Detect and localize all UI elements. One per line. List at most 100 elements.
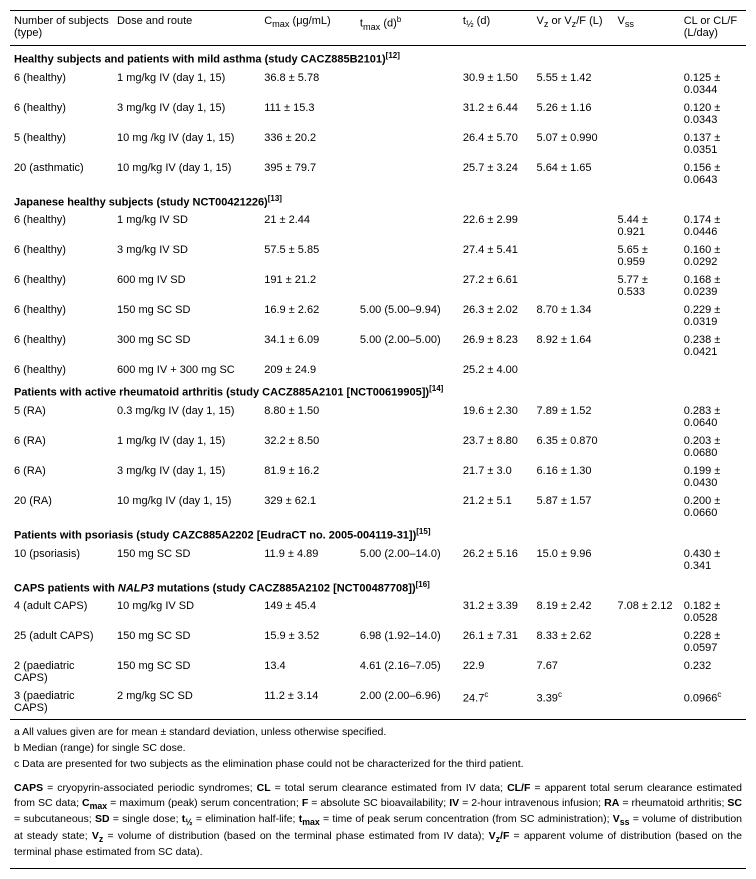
cell	[613, 301, 679, 331]
cell: 6 (RA)	[10, 432, 113, 462]
table-row: 20 (RA)10 mg/kg IV (day 1, 15)329 ± 62.1…	[10, 492, 746, 522]
cell: 0.156 ± 0.0643	[680, 159, 746, 189]
cell: 10 mg/kg IV SD	[113, 597, 260, 627]
cell: 3.39c	[533, 687, 614, 720]
section-title-row: Patients with psoriasis (study CAZC885A2…	[10, 522, 746, 545]
cell: 0.137 ± 0.0351	[680, 129, 746, 159]
cell: 6 (RA)	[10, 462, 113, 492]
table-row: 6 (healthy)600 mg IV SD191 ± 21.227.2 ± …	[10, 271, 746, 301]
cell: 3 mg/kg IV (day 1, 15)	[113, 462, 260, 492]
cell	[533, 361, 614, 379]
cell: 21.7 ± 3.0	[459, 462, 533, 492]
cell: 6 (healthy)	[10, 241, 113, 271]
cell: 20 (RA)	[10, 492, 113, 522]
cell: 0.283 ± 0.0640	[680, 402, 746, 432]
cell: 5.64 ± 1.65	[533, 159, 614, 189]
table-row: 5 (healthy)10 mg /kg IV (day 1, 15)336 ±…	[10, 129, 746, 159]
cell: 4.61 (2.16–7.05)	[356, 657, 459, 687]
cell: 1 mg/kg IV (day 1, 15)	[113, 69, 260, 99]
cell: 600 mg IV SD	[113, 271, 260, 301]
cell: 15.0 ± 9.96	[533, 545, 614, 575]
cell: 6 (healthy)	[10, 271, 113, 301]
cell: 6 (healthy)	[10, 211, 113, 241]
cell: 149 ± 45.4	[260, 597, 356, 627]
cell: 150 mg SC SD	[113, 627, 260, 657]
cell: 6 (healthy)	[10, 99, 113, 129]
cell: 30.9 ± 1.50	[459, 69, 533, 99]
cell: 26.3 ± 2.02	[459, 301, 533, 331]
cell	[613, 402, 679, 432]
col-header-5: Vz or Vz/F (L)	[533, 11, 614, 46]
cell	[613, 657, 679, 687]
cell: 4 (adult CAPS)	[10, 597, 113, 627]
cell: 6 (healthy)	[10, 69, 113, 99]
cell: 8.33 ± 2.62	[533, 627, 614, 657]
cell: 8.80 ± 1.50	[260, 402, 356, 432]
cell	[613, 159, 679, 189]
cell	[356, 402, 459, 432]
cell	[356, 462, 459, 492]
section-title: CAPS patients with NALP3 mutations (stud…	[10, 575, 746, 598]
cell: 0.232	[680, 657, 746, 687]
cell: 22.6 ± 2.99	[459, 211, 533, 241]
cell	[533, 211, 614, 241]
cell: 11.9 ± 4.89	[260, 545, 356, 575]
cell: 5.00 (2.00–5.00)	[356, 331, 459, 361]
cell: 36.8 ± 5.78	[260, 69, 356, 99]
cell: 26.4 ± 5.70	[459, 129, 533, 159]
cell: 13.4	[260, 657, 356, 687]
cell: 0.3 mg/kg IV (day 1, 15)	[113, 402, 260, 432]
col-header-1: Dose and route	[113, 11, 260, 46]
cell: 23.7 ± 8.80	[459, 432, 533, 462]
cell: 27.4 ± 5.41	[459, 241, 533, 271]
cell: 25.7 ± 3.24	[459, 159, 533, 189]
cell: 10 mg/kg IV (day 1, 15)	[113, 159, 260, 189]
cell: 5 (RA)	[10, 402, 113, 432]
cell: 34.1 ± 6.09	[260, 331, 356, 361]
cell: 16.9 ± 2.62	[260, 301, 356, 331]
cell	[613, 129, 679, 159]
section-title: Patients with psoriasis (study CAZC885A2…	[10, 522, 746, 545]
col-header-0: Number of subjects (type)	[10, 11, 113, 46]
cell: 5.44 ± 0.921	[613, 211, 679, 241]
cell: 19.6 ± 2.30	[459, 402, 533, 432]
cell: 8.92 ± 1.64	[533, 331, 614, 361]
footnote: c Data are presented for two subjects as…	[14, 757, 742, 772]
cell: 5.26 ± 1.16	[533, 99, 614, 129]
abbreviations: CAPS = cryopyrin-associated periodic syn…	[10, 777, 746, 868]
cell: 6 (healthy)	[10, 361, 113, 379]
table-row: 6 (healthy)3 mg/kg IV SD57.5 ± 5.8527.4 …	[10, 241, 746, 271]
pk-table: Number of subjects (type)Dose and routeC…	[10, 10, 746, 720]
table-row: 6 (healthy)300 mg SC SD34.1 ± 6.095.00 (…	[10, 331, 746, 361]
cell: 24.7c	[459, 687, 533, 720]
cell: 150 mg SC SD	[113, 301, 260, 331]
cell	[356, 432, 459, 462]
cell: 1 mg/kg IV SD	[113, 211, 260, 241]
cell: 10 mg /kg IV (day 1, 15)	[113, 129, 260, 159]
col-header-2: Cmax (μg/mL)	[260, 11, 356, 46]
cell: 0.199 ± 0.0430	[680, 462, 746, 492]
cell: 5 (healthy)	[10, 129, 113, 159]
cell: 0.430 ± 0.341	[680, 545, 746, 575]
cell: 6.16 ± 1.30	[533, 462, 614, 492]
table-row: 6 (healthy)1 mg/kg IV SD21 ± 2.4422.6 ± …	[10, 211, 746, 241]
cell: 25 (adult CAPS)	[10, 627, 113, 657]
cell	[613, 69, 679, 99]
cell: 5.00 (2.00–14.0)	[356, 545, 459, 575]
table-body: Healthy subjects and patients with mild …	[10, 46, 746, 720]
cell	[533, 271, 614, 301]
cell: 32.2 ± 8.50	[260, 432, 356, 462]
cell	[533, 241, 614, 271]
cell	[356, 159, 459, 189]
cell: 6 (healthy)	[10, 331, 113, 361]
col-header-6: Vss	[613, 11, 679, 46]
cell: 0.238 ± 0.0421	[680, 331, 746, 361]
cell: 25.2 ± 4.00	[459, 361, 533, 379]
cell: 31.2 ± 6.44	[459, 99, 533, 129]
section-title: Japanese healthy subjects (study NCT0042…	[10, 189, 746, 212]
cell: 22.9	[459, 657, 533, 687]
cell: 8.19 ± 2.42	[533, 597, 614, 627]
cell: 26.2 ± 5.16	[459, 545, 533, 575]
cell: 300 mg SC SD	[113, 331, 260, 361]
cell: 6.35 ± 0.870	[533, 432, 614, 462]
